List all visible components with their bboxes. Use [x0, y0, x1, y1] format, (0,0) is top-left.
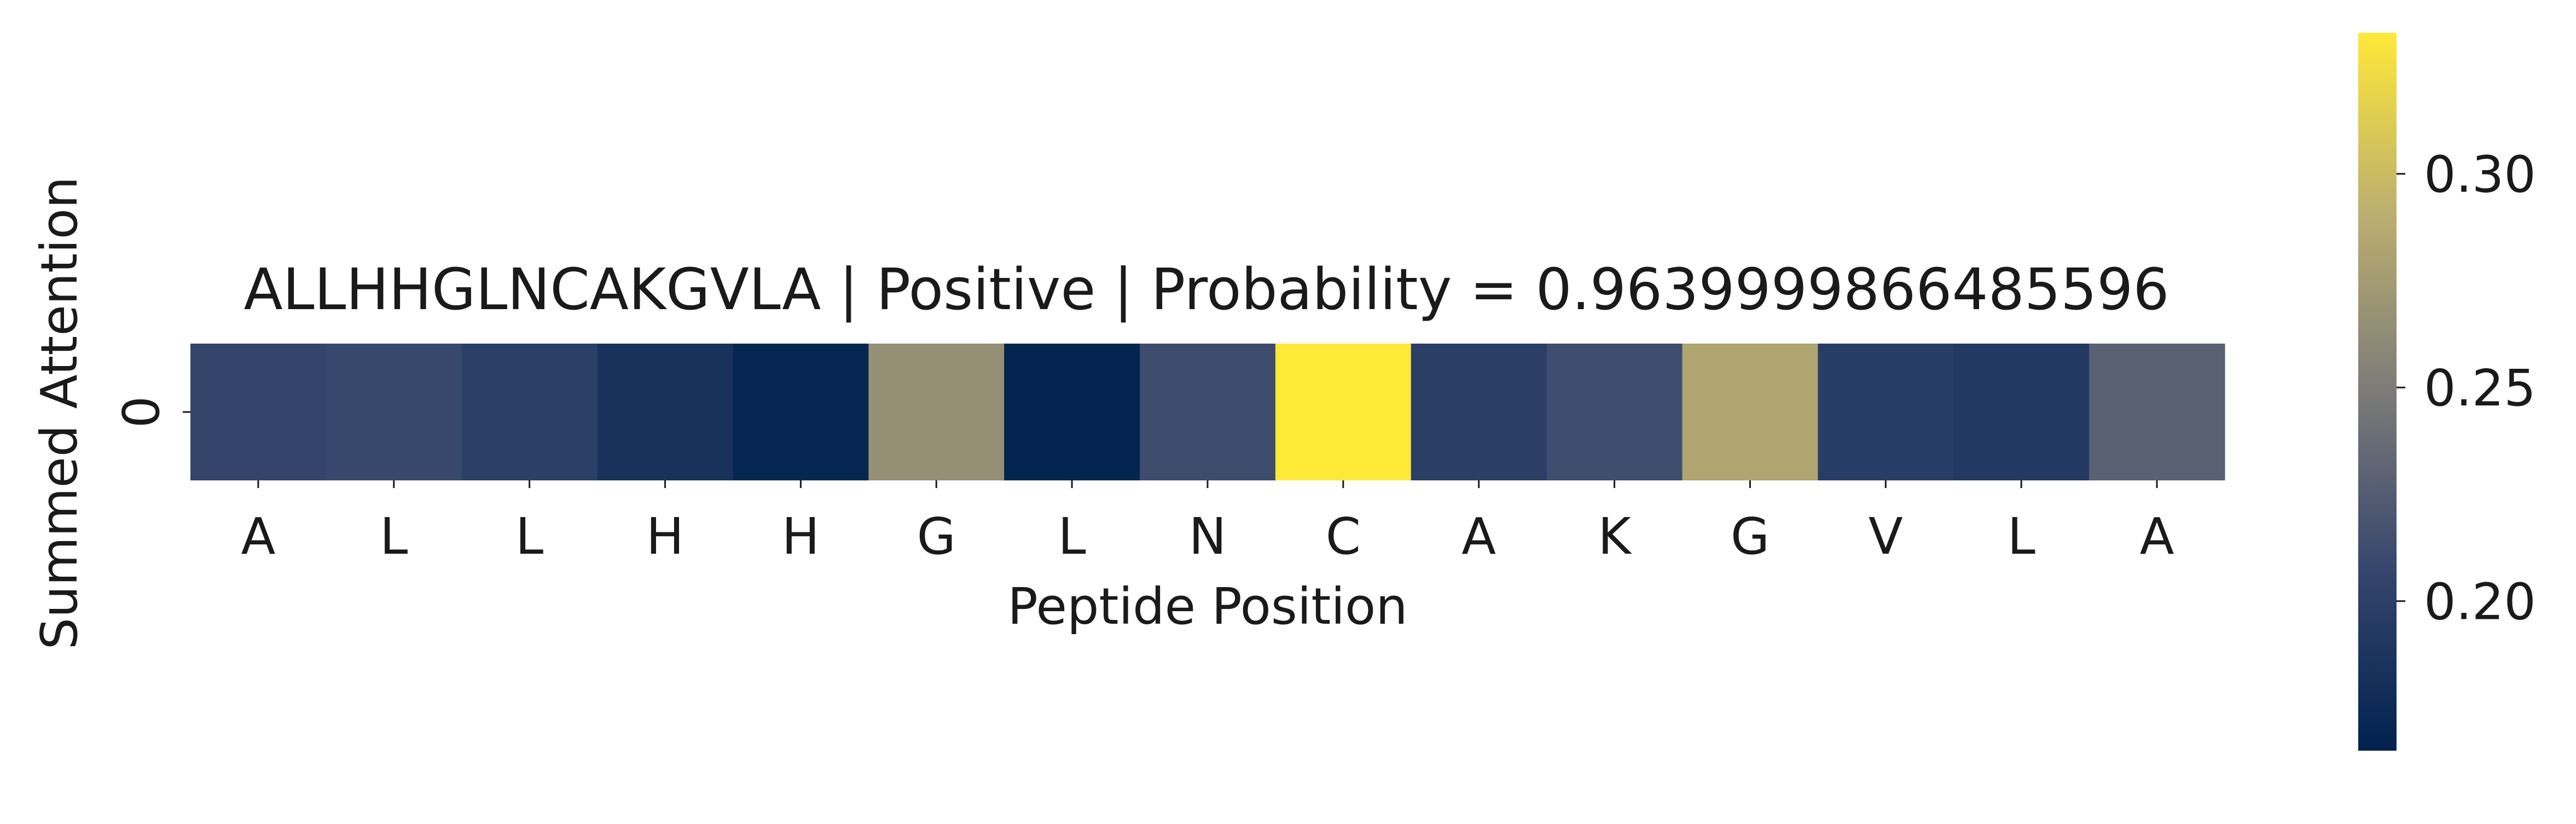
colorbar-ticks: 0.20 0.25 0.30 [2397, 146, 2536, 631]
x-tick-label: N [1189, 507, 1227, 566]
heatmap-cell [597, 344, 734, 480]
x-tick-label: L [2008, 507, 2035, 566]
y-axis-label: Summed Attention [30, 177, 89, 650]
x-tick-label: A [2140, 507, 2174, 566]
x-tick-label: G [1731, 507, 1769, 566]
colorbar-tick-label: 0.20 [2424, 573, 2536, 631]
x-tick-label: C [1326, 507, 1361, 566]
heatmap-cell [1682, 344, 1818, 480]
colorbar-tick-label: 0.30 [2424, 146, 2536, 204]
heatmap-cell [190, 344, 327, 480]
colorbar [2358, 33, 2397, 751]
x-axis-label: Peptide Position [1007, 577, 1407, 636]
x-tick-label: L [515, 507, 543, 566]
x-tick-label: H [782, 507, 820, 566]
x-tick-label: A [241, 507, 275, 566]
heatmap-cell [326, 344, 462, 480]
x-tick-label: H [646, 507, 684, 566]
heatmap-cell [868, 344, 1005, 480]
y-tick-labels: 0 [112, 396, 190, 428]
chart-title: ALLHHGLNCAKGVLA | Positive | Probability… [243, 256, 2169, 323]
heatmap-cell [1953, 344, 2090, 480]
x-tick-label: L [380, 507, 408, 566]
heatmap-cell [733, 344, 869, 480]
x-tick-label: A [1461, 507, 1496, 566]
y-tick-label: 0 [112, 396, 171, 428]
x-tick-label: L [1058, 507, 1086, 566]
heatmap-cell [1275, 344, 1412, 480]
heatmap-cell [1004, 344, 1140, 480]
heatmap-cell [1546, 344, 1683, 480]
heatmap-cell [461, 344, 598, 480]
heatmap-cell [1411, 344, 1547, 480]
x-tick-label: G [917, 507, 956, 566]
heatmap-cell [1140, 344, 1276, 480]
x-tick-label: V [1869, 507, 1903, 566]
heatmap-cell [2089, 344, 2225, 480]
colorbar-tick-label: 0.25 [2424, 359, 2536, 417]
heatmap-cells [190, 344, 2225, 480]
heatmap-cell [1818, 344, 1954, 480]
x-tick-label: K [1598, 507, 1632, 566]
